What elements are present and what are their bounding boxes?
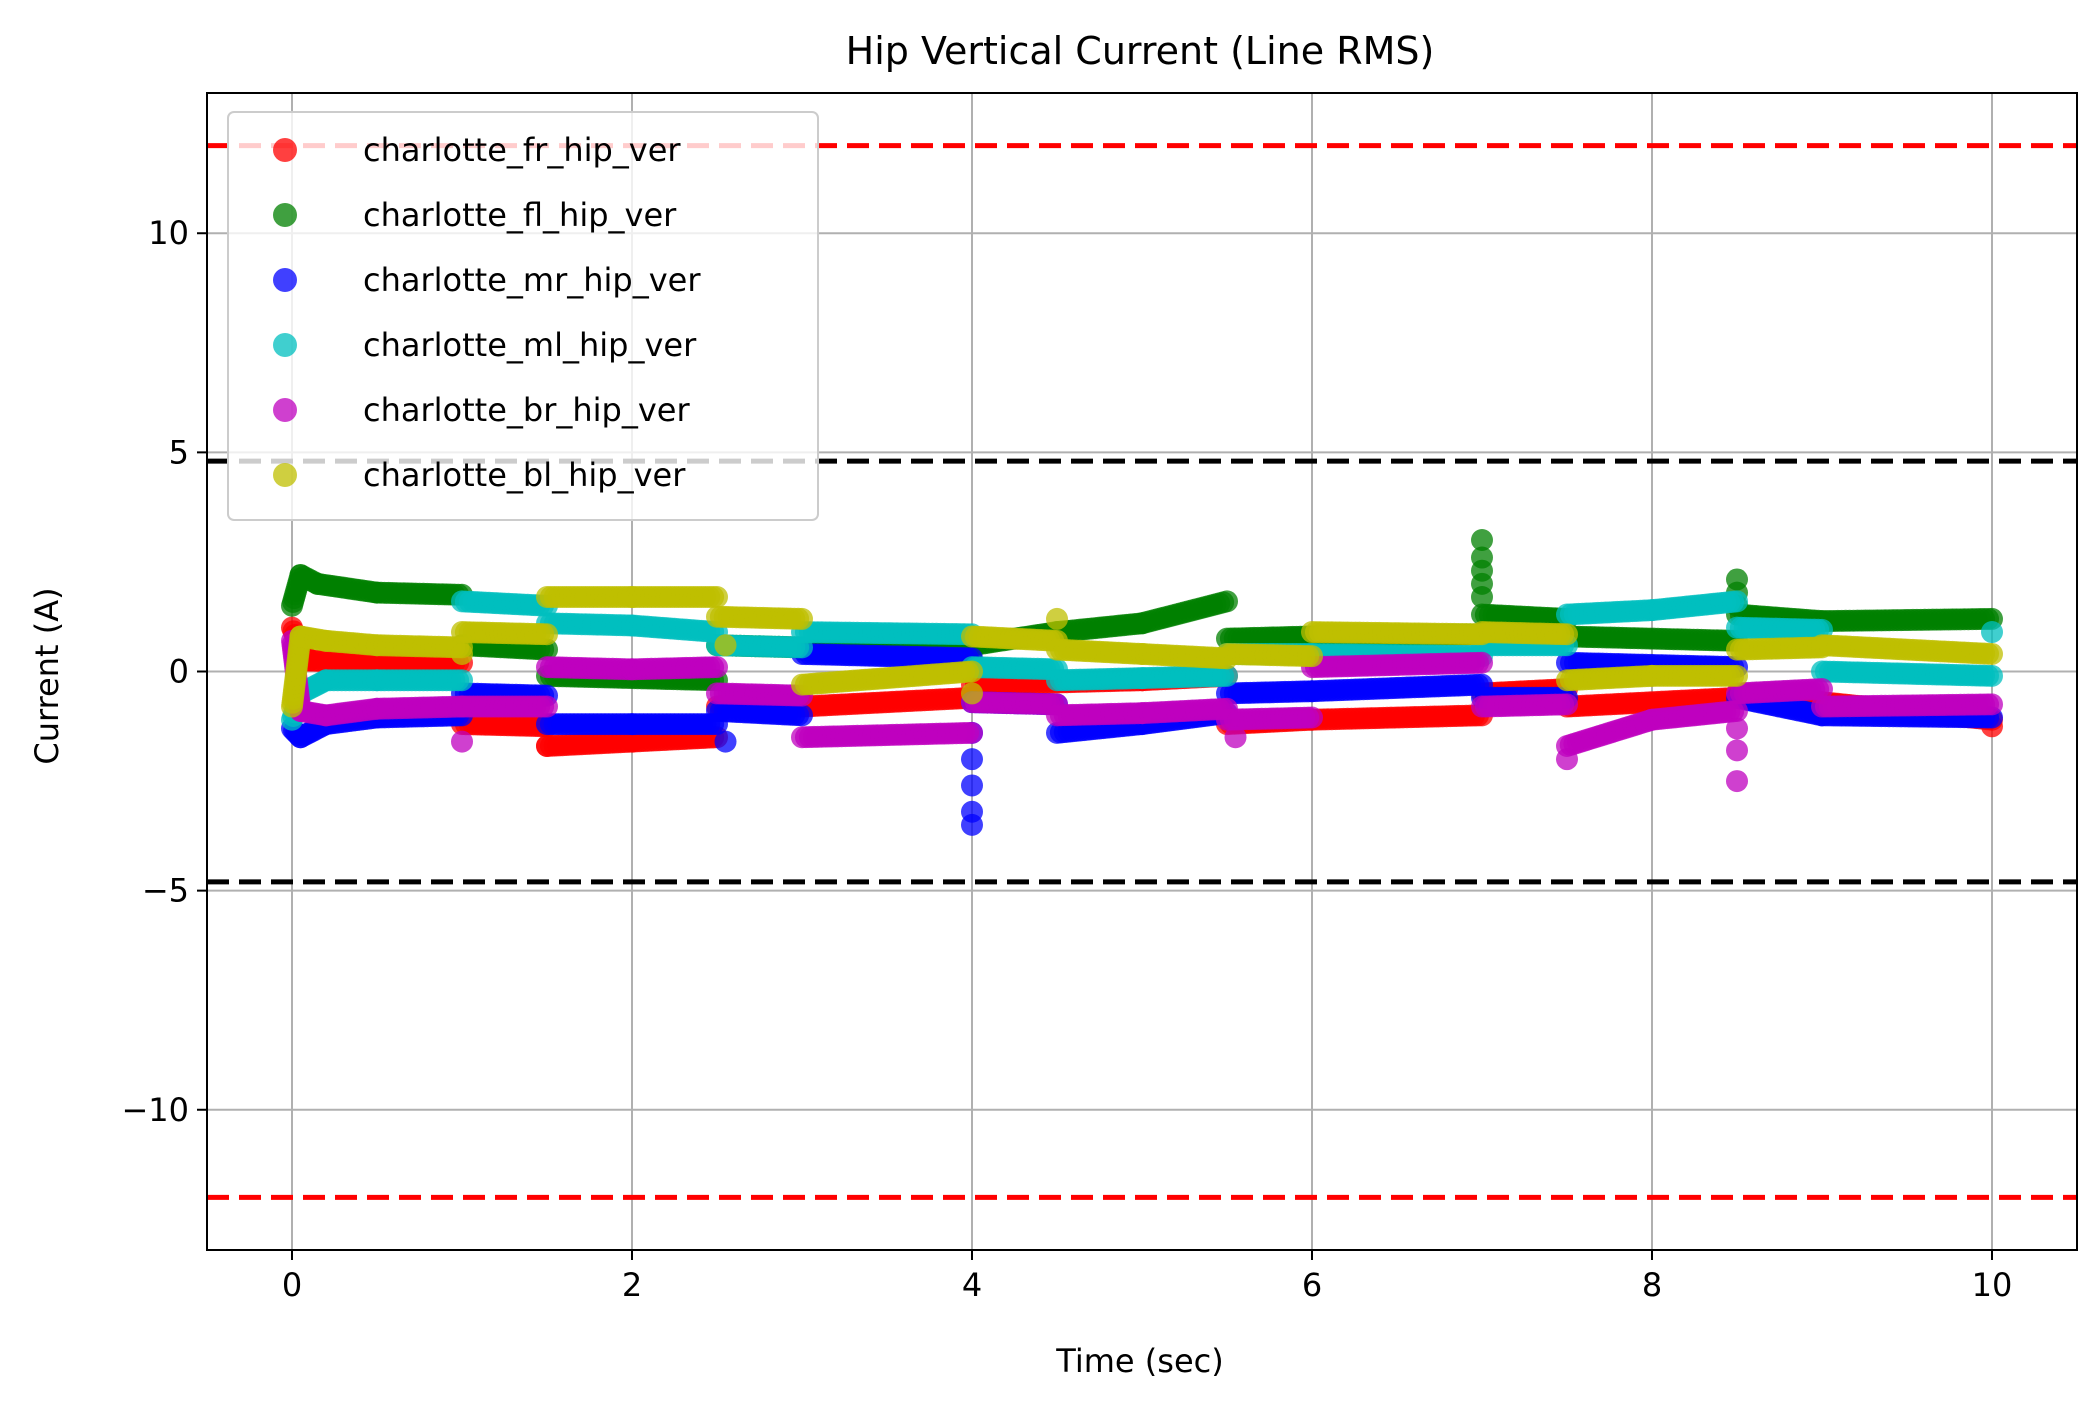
- legend-label: charlotte_ml_hip_ver: [363, 326, 697, 364]
- legend: charlotte_fr_hip_ver charlotte_fl_hip_ver…: [227, 111, 819, 521]
- x-tick-label: 0: [282, 1266, 302, 1304]
- data-point: [706, 585, 728, 608]
- x-axis-title: Time (sec): [1055, 1342, 1223, 1380]
- data-point: [961, 682, 983, 705]
- data-point: [1301, 706, 1323, 729]
- x-tick-label: 8: [1642, 1266, 1662, 1304]
- legend-label: charlotte_br_hip_ver: [363, 391, 690, 429]
- data-point: [714, 730, 737, 753]
- data-point: [451, 730, 473, 753]
- data-point: [1216, 590, 1238, 613]
- legend-marker: [273, 398, 297, 422]
- data-point: [961, 660, 983, 683]
- x-tick-label: 10: [1972, 1266, 2013, 1304]
- data-point: [1726, 590, 1748, 613]
- data-point: [961, 748, 983, 771]
- legend-marker: [273, 203, 297, 227]
- data-point: [1556, 693, 1578, 716]
- data-point: [1726, 717, 1748, 740]
- data-point: [1216, 664, 1238, 687]
- series-charlotte_bl_hip_ver: [281, 585, 2003, 718]
- y-axis-title: Current (A): [28, 587, 66, 764]
- data-point: [1471, 651, 1493, 674]
- legend-label: charlotte_fl_hip_ver: [363, 196, 677, 234]
- data-point: [1981, 642, 2003, 665]
- plot-area: 0 2 4 6 8 10 −10 −5 0 5 10: [121, 92, 2078, 1304]
- series-layer: [281, 529, 2003, 836]
- y-tick-label: 0: [169, 653, 189, 691]
- data-point: [536, 695, 558, 718]
- chart-title: Hip Vertical Current (Line RMS): [846, 29, 1435, 73]
- series-charlotte_br_hip_ver: [281, 629, 2003, 793]
- data-point: [1301, 645, 1323, 668]
- data-point: [536, 735, 558, 758]
- data-point: [1556, 748, 1578, 771]
- data-point: [1046, 607, 1068, 630]
- data-point: [1726, 699, 1748, 722]
- legend-box: [227, 111, 819, 521]
- legend-marker: [273, 333, 297, 357]
- data-point: [1811, 678, 1833, 701]
- data-point: [1981, 664, 2003, 687]
- data-point: [791, 607, 813, 630]
- data-point: [1471, 585, 1493, 608]
- data-point: [961, 774, 983, 797]
- data-point: [714, 634, 737, 657]
- data-point: [451, 642, 473, 665]
- data-point: [1726, 664, 1748, 687]
- data-point: [1224, 726, 1247, 749]
- data-point: [451, 669, 473, 692]
- data-point: [1981, 693, 2003, 716]
- legend-label: charlotte_mr_hip_ver: [363, 261, 701, 299]
- legend-marker: [273, 138, 297, 162]
- y-tick-label: 10: [148, 214, 189, 252]
- data-point: [1981, 621, 2003, 644]
- data-point: [536, 623, 558, 646]
- y-tick-label: −5: [142, 872, 189, 910]
- legend-marker: [273, 463, 297, 487]
- x-tick-label: 4: [962, 1266, 982, 1304]
- legend-label: charlotte_fr_hip_ver: [363, 131, 681, 169]
- data-point: [1726, 739, 1748, 762]
- data-point: [1726, 770, 1748, 793]
- data-point: [791, 704, 813, 727]
- data-point: [1556, 623, 1578, 646]
- y-tick-label: 5: [169, 433, 189, 471]
- data-point: [961, 800, 983, 823]
- legend-marker: [273, 268, 297, 292]
- legend-label: charlotte_bl_hip_ver: [363, 456, 686, 494]
- data-point: [706, 656, 728, 679]
- data-point: [961, 721, 983, 744]
- data-point: [1471, 529, 1493, 552]
- y-tick-label: −10: [121, 1091, 189, 1129]
- x-tick-label: 2: [622, 1266, 642, 1304]
- x-tick-label: 6: [1302, 1266, 1322, 1304]
